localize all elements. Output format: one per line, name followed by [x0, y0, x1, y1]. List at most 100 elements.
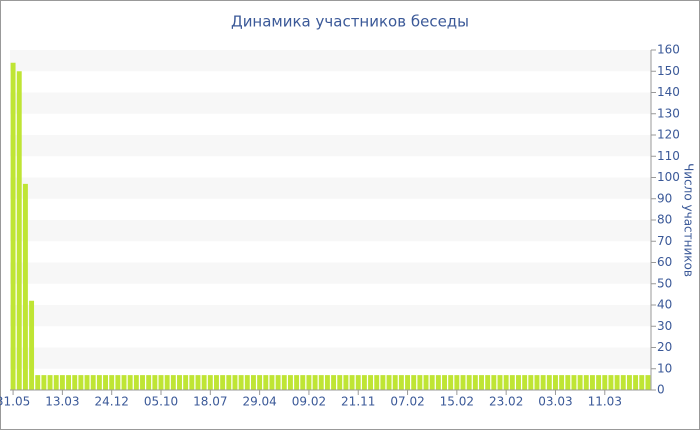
grid-band: [10, 220, 651, 242]
bar: [405, 375, 411, 390]
y-tick-label: 140: [657, 85, 680, 99]
bar: [374, 375, 380, 390]
x-tick-label: 11.03: [588, 395, 622, 409]
bar: [109, 375, 115, 390]
bar: [170, 375, 176, 390]
bar: [250, 375, 256, 390]
grid-band: [10, 92, 651, 114]
bar: [158, 375, 164, 390]
bar: [72, 375, 78, 390]
bar: [577, 375, 583, 390]
bar: [509, 375, 515, 390]
bar: [337, 375, 343, 390]
bar: [602, 375, 608, 390]
bar: [29, 300, 35, 390]
chart-title: Динамика участников беседы: [231, 13, 469, 31]
bar: [275, 375, 281, 390]
bar: [84, 375, 90, 390]
bar: [479, 375, 484, 390]
x-tick-label: 07.02: [390, 395, 424, 409]
bar: [565, 375, 571, 390]
bar: [392, 375, 398, 390]
bar: [349, 375, 355, 390]
grid-band: [10, 262, 651, 284]
bar: [127, 375, 133, 390]
bar: [522, 375, 528, 390]
grid-band: [10, 50, 651, 72]
bar: [361, 375, 367, 390]
x-tick-label: 31.05: [0, 395, 30, 409]
bar: [429, 375, 435, 390]
bar: [121, 375, 127, 390]
y-tick-label: 160: [657, 43, 680, 57]
bar: [503, 375, 509, 390]
bar: [66, 375, 72, 390]
bar: [417, 375, 423, 390]
bar: [140, 375, 145, 390]
bar: [177, 375, 182, 390]
bar: [47, 375, 53, 390]
bar: [152, 375, 158, 390]
bar: [10, 62, 16, 390]
bar: [207, 375, 213, 390]
y-tick-label: 110: [657, 149, 680, 163]
y-tick-label: 150: [657, 64, 680, 78]
bar: [53, 375, 59, 390]
bar: [318, 375, 324, 390]
bar: [300, 375, 306, 390]
bar: [485, 375, 491, 390]
bar: [355, 375, 361, 390]
bar: [553, 375, 558, 390]
bar: [608, 375, 614, 390]
bar: [269, 375, 275, 390]
bar: [226, 375, 232, 390]
x-tick-label: 24.12: [95, 395, 129, 409]
grid-band: [10, 177, 651, 199]
x-tick-label: 29.04: [242, 395, 276, 409]
bar: [571, 375, 577, 390]
bar: [589, 375, 595, 390]
grid-band: [10, 347, 651, 369]
bar: [583, 375, 589, 390]
bar: [639, 375, 645, 390]
bar: [306, 375, 312, 390]
bar: [472, 375, 478, 390]
y-tick-label: 10: [657, 361, 672, 375]
bar: [16, 71, 22, 390]
y-tick-label: 70: [657, 234, 672, 248]
bar: [257, 375, 263, 390]
bar: [497, 375, 503, 390]
bar: [448, 375, 454, 390]
bar: [164, 375, 170, 390]
bar: [146, 375, 152, 390]
x-tick-label: 21.11: [341, 395, 375, 409]
bar: [195, 375, 201, 390]
x-tick-label: 13.03: [45, 395, 79, 409]
x-tick-label: 23.02: [489, 395, 523, 409]
y-axis-label: Число участников: [682, 163, 696, 277]
y-tick-label: 100: [657, 170, 680, 184]
bar: [22, 183, 28, 390]
bar: [645, 375, 651, 390]
y-tick-label: 20: [657, 340, 672, 354]
bar: [263, 375, 269, 390]
bar: [96, 375, 102, 390]
bar: [633, 375, 639, 390]
bar: [331, 375, 337, 390]
bar: [460, 375, 466, 390]
bar: [189, 375, 195, 390]
x-tick-label: 18.07: [193, 395, 227, 409]
bar: [423, 375, 429, 390]
bar: [546, 375, 552, 390]
bar: [435, 375, 441, 390]
bar: [232, 375, 238, 390]
bar: [244, 375, 250, 390]
x-tick-label: 15.02: [440, 395, 474, 409]
bar: [620, 375, 626, 390]
y-tick-label: 40: [657, 298, 672, 312]
bar: [59, 375, 65, 390]
bar: [454, 375, 460, 390]
bar: [516, 375, 521, 390]
y-tick-label: 120: [657, 128, 680, 142]
